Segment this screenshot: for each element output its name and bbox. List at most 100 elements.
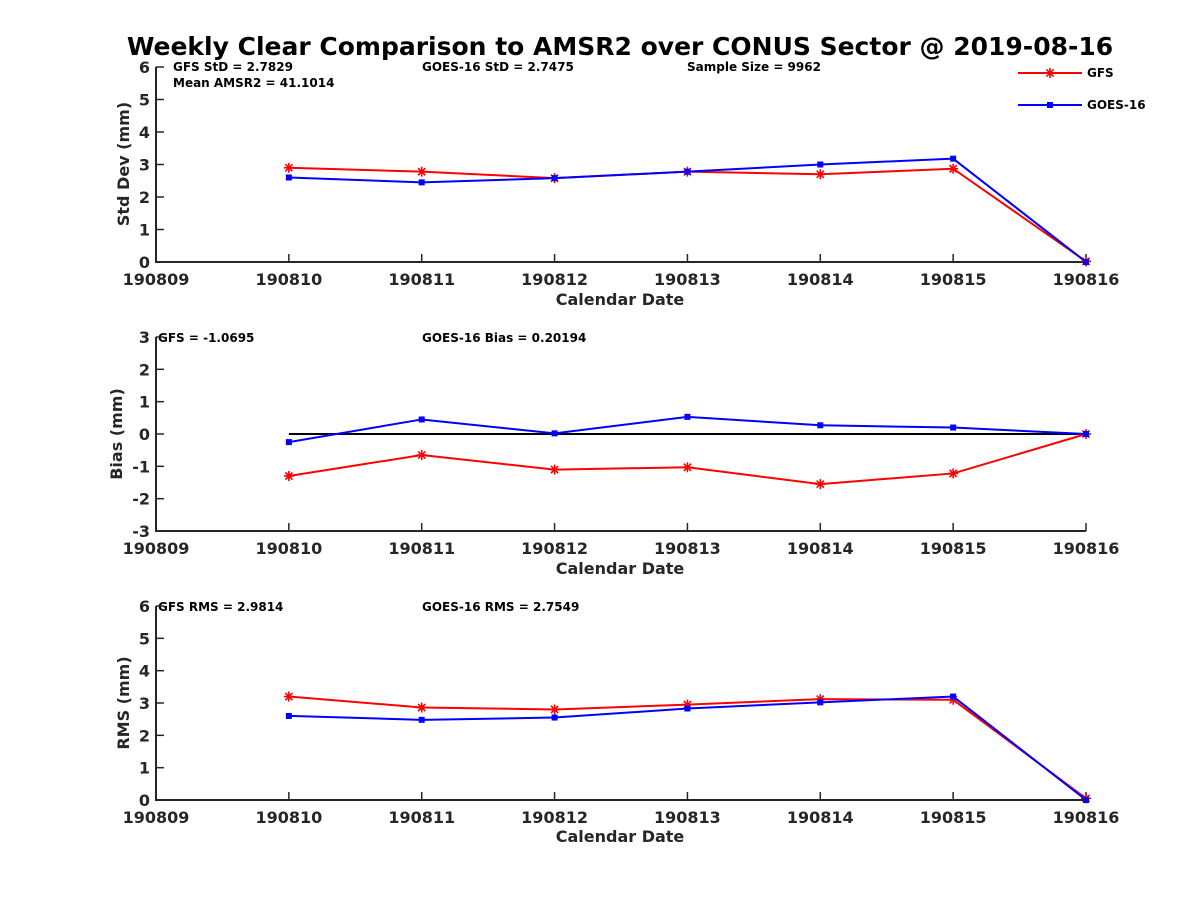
x-tick-label: 190811: [388, 270, 455, 289]
y-tick-label: 0: [139, 425, 150, 444]
point-goes16: [684, 413, 691, 420]
point-gfs: [283, 471, 294, 482]
point-goes16: [817, 161, 824, 168]
annotation-goes16-bias: GOES-16 Bias = 0.20194: [422, 331, 586, 345]
point-gfs: [948, 468, 959, 479]
annotation-mean-amsr2: Mean AMSR2 = 41.1014: [173, 76, 334, 90]
point-goes16: [1083, 431, 1089, 437]
point-goes16: [950, 693, 957, 700]
x-tick-label: 190814: [787, 539, 854, 558]
x-tick-label: 190809: [123, 270, 190, 289]
point-goes16: [551, 430, 558, 437]
y-tick-label: -2: [132, 490, 150, 509]
point-goes16: [684, 705, 691, 712]
y-tick-label: 0: [139, 791, 150, 810]
x-tick-label: 190812: [521, 539, 588, 558]
y-tick-label: 6: [139, 597, 150, 616]
x-tick-label: 190809: [123, 808, 190, 827]
point-goes16: [817, 699, 824, 706]
x-tick-label: 190813: [654, 270, 721, 289]
legend: GFS GOES-16: [1018, 66, 1146, 112]
legend-gfs-marker: [1045, 68, 1055, 78]
y-tick-label: 4: [139, 123, 150, 142]
axes-frame: [155, 606, 1086, 801]
y-tick-label: 3: [139, 156, 150, 175]
x-tick-label: 190811: [388, 539, 455, 558]
x-tick-label: 190811: [388, 808, 455, 827]
point-goes16: [418, 179, 425, 186]
y-tick-label: -1: [132, 457, 150, 476]
point-goes16: [950, 155, 957, 162]
point-gfs: [416, 450, 427, 461]
x-tick-label: 190810: [255, 539, 322, 558]
y-axis-label: RMS (mm): [114, 656, 133, 749]
point-goes16: [285, 174, 292, 181]
y-tick-label: 1: [139, 393, 150, 412]
x-axis-label: Calendar Date: [556, 827, 685, 846]
point-goes16: [551, 175, 558, 182]
series-line-goes16: [288, 415, 1087, 444]
point-goes16: [285, 439, 292, 446]
y-tick-label: 5: [139, 91, 150, 110]
legend-gfs-label: GFS: [1087, 66, 1114, 80]
y-tick-label: 0: [139, 253, 150, 272]
legend-gfs-asterisk: [1045, 68, 1055, 78]
x-tick-label: 190812: [521, 270, 588, 289]
x-tick-label: 190814: [787, 270, 854, 289]
x-tick-label: 190815: [920, 539, 987, 558]
series-line-goes16: [288, 695, 1087, 801]
point-gfs: [948, 163, 959, 174]
point-goes16: [285, 712, 292, 719]
y-tick-label: 3: [139, 694, 150, 713]
panel-bias: GFS = -1.0695 GOES-16 Bias = 0.20194 Cal…: [107, 328, 1119, 578]
point-goes16: [418, 716, 425, 723]
x-tick-label: 190814: [787, 808, 854, 827]
point-goes16: [551, 714, 558, 721]
y-axis-label: Std Dev (mm): [114, 102, 133, 226]
annotation-sample-size: Sample Size = 9962: [687, 60, 821, 74]
x-tick-label: 190815: [920, 270, 987, 289]
x-tick-label: 190810: [255, 808, 322, 827]
x-tick-label: 190813: [654, 808, 721, 827]
y-tick-label: 1: [139, 759, 150, 778]
point-gfs: [549, 704, 560, 715]
point-goes16: [1083, 797, 1089, 803]
point-goes16: [418, 416, 425, 423]
y-tick-label: 2: [139, 360, 150, 379]
y-tick-label: 2: [139, 188, 150, 207]
point-gfs: [416, 166, 427, 177]
point-gfs: [416, 702, 427, 713]
legend-goes16-label: GOES-16: [1087, 98, 1146, 112]
chart-title: Weekly Clear Comparison to AMSR2 over CO…: [127, 32, 1113, 61]
y-tick-label: 5: [139, 629, 150, 648]
annotation-goes16-rms: GOES-16 RMS = 2.7549: [422, 600, 579, 614]
y-tick-label: 2: [139, 726, 150, 745]
annotation-gfs-std: GFS StD = 2.7829: [173, 60, 293, 74]
point-goes16: [817, 422, 824, 429]
point-gfs: [815, 169, 826, 180]
x-tick-label: 190816: [1053, 270, 1120, 289]
point-gfs: [815, 479, 826, 490]
y-tick-label: -3: [132, 522, 150, 541]
x-axis-label: Calendar Date: [556, 559, 685, 578]
y-tick-label: 4: [139, 662, 150, 681]
x-tick-label: 190816: [1053, 539, 1120, 558]
y-axis-label: Bias (mm): [107, 388, 126, 480]
point-goes16: [950, 424, 957, 431]
x-tick-label: 190812: [521, 808, 588, 827]
x-tick-label: 190813: [654, 539, 721, 558]
series-line-gfs: [288, 433, 1087, 486]
legend-goes16-marker: [1047, 102, 1053, 108]
x-tick-label: 190815: [920, 808, 987, 827]
x-axis-label: Calendar Date: [556, 290, 685, 309]
point-gfs: [283, 162, 294, 173]
annotation-gfs-rms: GFS RMS = 2.9814: [158, 600, 283, 614]
annotation-goes16-std: GOES-16 StD = 2.7475: [422, 60, 574, 74]
point-gfs: [549, 464, 560, 475]
panel-std-dev: GFS StD = 2.7829 GOES-16 StD = 2.7475 Sa…: [114, 58, 1119, 309]
x-tick-label: 190816: [1053, 808, 1120, 827]
panel-rms: GFS RMS = 2.9814 GOES-16 RMS = 2.7549 Ca…: [114, 597, 1119, 846]
point-gfs: [283, 691, 294, 702]
x-tick-label: 190809: [123, 539, 190, 558]
